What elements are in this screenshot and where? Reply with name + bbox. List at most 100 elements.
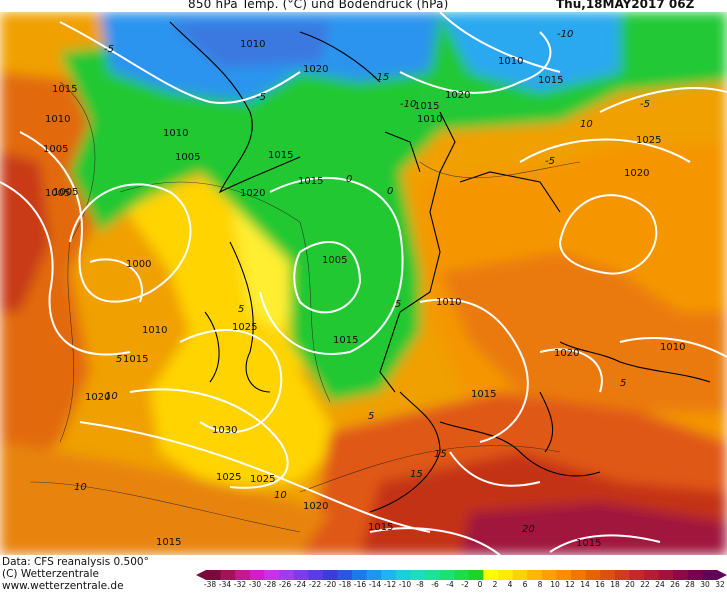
temperature-label: -15: [373, 72, 389, 83]
legend-swatch: [322, 570, 338, 580]
legend-tick-label: 30: [700, 580, 710, 589]
legend-swatch: [541, 570, 557, 580]
legend-tick-label: 24: [655, 580, 665, 589]
temperature-label: -10: [557, 29, 573, 40]
pressure-label: 1020: [240, 188, 265, 199]
legend-swatch: [629, 570, 645, 580]
temperature-label: 20: [522, 524, 535, 535]
temperature-label: 10: [580, 119, 593, 130]
pressure-label: 1005: [175, 152, 200, 163]
header: 850 hPa Temp. (°C) und Bodendruck (hPa) …: [0, 0, 727, 14]
temperature-label: 5: [238, 304, 244, 315]
pressure-label: 1015: [268, 150, 293, 161]
legend-swatch: [293, 570, 309, 580]
pressure-label: 1005: [45, 188, 70, 199]
legend-tick-label: 20: [625, 580, 635, 589]
legend-tick-label: -4: [446, 580, 454, 589]
legend-tick-label: -6: [431, 580, 439, 589]
legend-tick-label: -28: [263, 580, 277, 589]
temperature-label: -5: [545, 156, 555, 167]
legend-swatch: [556, 570, 572, 580]
legend-tick-label: 10: [550, 580, 560, 589]
legend-swatch: [264, 570, 280, 580]
pressure-label: 1005: [322, 255, 347, 266]
legend-swatch: [585, 570, 601, 580]
temperature-label: 10: [74, 482, 87, 493]
pressure-label: 1015: [538, 75, 563, 86]
temperature-label: 15: [434, 449, 447, 460]
temperature-label: -5: [640, 99, 650, 110]
legend-swatch: [337, 570, 353, 580]
pressure-label: 1015: [52, 84, 77, 95]
legend-tick-label: -20: [323, 580, 337, 589]
legend-swatch: [381, 570, 397, 580]
legend-tick-label: -18: [338, 580, 352, 589]
temperature-field: [0, 12, 727, 555]
legend-tick-label: -22: [308, 580, 322, 589]
temperature-label: 10: [105, 391, 118, 402]
temperature-label: -5: [256, 92, 266, 103]
legend-tick-label: 4: [507, 580, 513, 589]
pressure-label: 1020: [303, 64, 328, 75]
legend-tick-label: -8: [416, 580, 424, 589]
legend-tick-label: 6: [522, 580, 528, 589]
legend-tick-label: -38: [203, 580, 217, 589]
legend-swatch: [571, 570, 587, 580]
legend-swatch: [220, 570, 236, 580]
legend-swatch: [644, 570, 660, 580]
legend-tick-label: 8: [537, 580, 543, 589]
legend-tick-label: -10: [398, 580, 412, 589]
legend-swatch: [308, 570, 324, 580]
pressure-label: 1010: [240, 39, 265, 50]
legend-swatch: [658, 570, 674, 580]
temperature-label: 5: [368, 411, 374, 422]
legend-swatch: [527, 570, 543, 580]
temperature-label: 15: [410, 469, 423, 480]
legend-tick-label: 16: [595, 580, 605, 589]
legend-tick-label: -24: [293, 580, 307, 589]
legend-swatch: [395, 570, 411, 580]
legend-swatch: [439, 570, 455, 580]
pressure-label: 1005: [53, 187, 78, 198]
website: www.wetterzentrale.de: [2, 580, 124, 592]
pressure-label: 1015: [333, 335, 358, 346]
pressure-labels: 1010 1015 1020 1015 1010 1005 1010 1015 …: [43, 39, 685, 549]
legend-swatch: [279, 570, 295, 580]
pressure-label: 1015: [368, 522, 393, 533]
temperature-label: 0: [346, 174, 352, 185]
legend-tick-label: 22: [640, 580, 650, 589]
temperature-label: 5: [620, 378, 626, 389]
legend-swatch: [425, 570, 441, 580]
legend-swatch: [483, 570, 499, 580]
legend-tick-label: 28: [685, 580, 695, 589]
copyright: (C) Wetterzentrale: [2, 568, 99, 580]
pressure-label: 1015: [123, 354, 148, 365]
legend-swatch: [600, 570, 616, 580]
legend-swatch: [673, 570, 689, 580]
pressure-label: 1020: [624, 168, 649, 179]
temperature-labels: -5 -10 -15 -10 -5 -5 0 5 5 5 5 10 10 10 …: [74, 29, 650, 535]
legend-tick-label: -26: [278, 580, 292, 589]
pressure-label: 1005: [43, 144, 68, 155]
legend-swatch: [249, 570, 265, 580]
pressure-label: 1010: [436, 297, 461, 308]
legend-swatch: [454, 570, 470, 580]
legend-swatch: [512, 570, 528, 580]
temperature-label: -5: [104, 44, 114, 55]
data-source: Data: CFS reanalysis 0.500°: [2, 556, 149, 568]
legend-tick-label: -12: [383, 580, 397, 589]
pressure-label: 1025: [636, 135, 661, 146]
legend-swatch: [352, 570, 368, 580]
legend-tick-label: -34: [218, 580, 232, 589]
pressure-label: 1020: [85, 392, 110, 403]
pressure-label: 1030: [212, 425, 237, 436]
legend-swatch: [206, 570, 222, 580]
pressure-label: 1015: [471, 389, 496, 400]
pressure-label: 1020: [554, 348, 579, 359]
legend-tick-label: -32: [233, 580, 247, 589]
pressure-label: 1020: [303, 501, 328, 512]
map-title: 850 hPa Temp. (°C) und Bodendruck (hPa): [188, 0, 449, 11]
legend-swatch: [702, 570, 718, 580]
pressure-label: 1015: [576, 538, 601, 549]
legend-arrow-left: [196, 570, 206, 580]
